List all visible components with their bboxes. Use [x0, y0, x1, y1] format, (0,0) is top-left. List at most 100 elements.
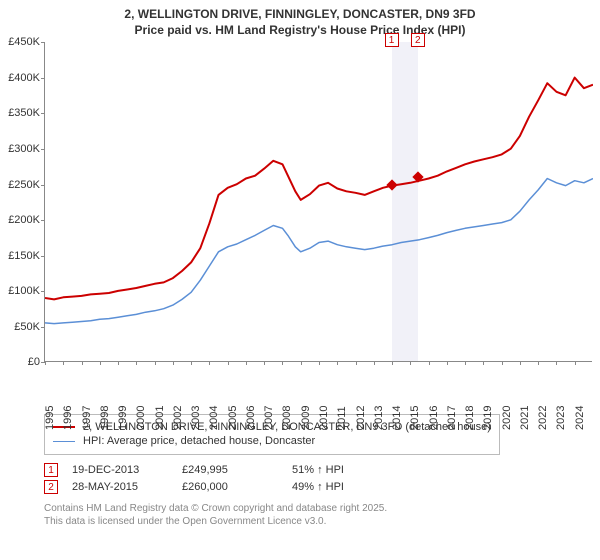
x-tick-mark [136, 361, 137, 365]
sales-table: 1 19-DEC-2013£249,99551% ↑ HPI 2 28-MAY-201… [44, 463, 600, 494]
x-tick-mark [155, 361, 156, 365]
sale-vs-hpi: 51% ↑ HPI [292, 464, 402, 476]
y-tick-label: £450K [8, 36, 40, 48]
x-tick-label: 2008 [281, 406, 293, 430]
title-line-2: Price paid vs. HM Land Registry's House … [0, 22, 600, 38]
x-tick-label: 1995 [44, 406, 56, 430]
x-tick-label: 1997 [81, 406, 93, 430]
y-tick-mark [41, 113, 45, 114]
x-tick-label: 2010 [318, 406, 330, 430]
x-tick-label: 2023 [555, 406, 567, 430]
x-tick-label: 1996 [62, 406, 74, 430]
x-tick-label: 2009 [300, 406, 312, 430]
sale-date: 28-MAY-2015 [72, 481, 182, 493]
x-tick-mark [100, 361, 101, 365]
x-tick-label: 2021 [519, 406, 531, 430]
x-tick-mark [319, 361, 320, 365]
y-tick-label: £50K [14, 321, 40, 333]
y-tick-mark [41, 327, 45, 328]
sale-marker-box: 1 [44, 463, 58, 477]
line-series-svg [45, 42, 593, 362]
x-tick-label: 2015 [409, 406, 421, 430]
series-property [45, 78, 593, 300]
attribution-line-2: This data is licensed under the Open Gov… [44, 515, 600, 528]
x-tick-label: 1998 [99, 406, 111, 430]
x-tick-label: 2001 [154, 406, 166, 430]
y-tick-label: £150K [8, 250, 40, 262]
y-axis-labels: £0£50K£100K£150K£200K£250K£300K£350K£400… [0, 42, 44, 362]
series-hpi [45, 179, 593, 324]
x-tick-mark [483, 361, 484, 365]
x-tick-label: 2012 [355, 406, 367, 430]
x-tick-label: 2007 [263, 406, 275, 430]
x-tick-mark [520, 361, 521, 365]
y-tick-mark [41, 149, 45, 150]
x-tick-mark [228, 361, 229, 365]
attribution: Contains HM Land Registry data © Crown c… [44, 502, 600, 528]
x-tick-mark [246, 361, 247, 365]
attribution-line-1: Contains HM Land Registry data © Crown c… [44, 502, 600, 515]
sale-marker-on-plot: 1 [385, 33, 399, 47]
x-tick-mark [82, 361, 83, 365]
x-tick-label: 2014 [391, 406, 403, 430]
x-tick-label: 2013 [373, 406, 385, 430]
x-tick-mark [209, 361, 210, 365]
sale-row: 1 19-DEC-2013£249,99551% ↑ HPI [44, 463, 600, 477]
sale-row: 2 28-MAY-2015£260,00049% ↑ HPI [44, 480, 600, 494]
x-tick-label: 2018 [464, 406, 476, 430]
x-tick-mark [118, 361, 119, 365]
x-tick-mark [502, 361, 503, 365]
y-tick-mark [41, 185, 45, 186]
sale-marker-on-plot: 2 [411, 33, 425, 47]
x-tick-label: 2004 [208, 406, 220, 430]
y-tick-label: £100K [8, 285, 40, 297]
x-tick-label: 2024 [574, 406, 586, 430]
y-tick-label: £200K [8, 214, 40, 226]
x-tick-label: 1999 [117, 406, 129, 430]
chart-area: £0 £50K £100K £150K £200K £250K £300K £350K £400… [0, 42, 600, 408]
x-tick-label: 2011 [336, 407, 348, 431]
x-tick-mark [301, 361, 302, 365]
x-tick-mark [392, 361, 393, 365]
x-tick-label: 2002 [172, 406, 184, 430]
x-tick-label: 2006 [245, 406, 257, 430]
title-line-1: 2, WELLINGTON DRIVE, FINNINGLEY, DONCAST… [0, 6, 600, 22]
x-tick-label: 2000 [135, 406, 147, 430]
x-tick-mark [356, 361, 357, 365]
y-tick-label: £400K [8, 72, 40, 84]
sale-vs-hpi: 49% ↑ HPI [292, 481, 402, 493]
y-tick-mark [41, 78, 45, 79]
x-tick-mark [63, 361, 64, 365]
x-tick-label: 2016 [428, 406, 440, 430]
sale-price: £260,000 [182, 481, 292, 493]
chart-title-block: 2, WELLINGTON DRIVE, FINNINGLEY, DONCAST… [0, 0, 600, 38]
x-tick-label: 2019 [482, 406, 494, 430]
x-tick-mark [410, 361, 411, 365]
y-tick-label: £0 [28, 356, 40, 368]
y-tick-mark [41, 220, 45, 221]
x-tick-label: 2017 [446, 406, 458, 430]
x-tick-mark [575, 361, 576, 365]
y-tick-mark [41, 256, 45, 257]
sale-date: 19-DEC-2013 [72, 464, 182, 476]
x-tick-mark [45, 361, 46, 365]
y-tick-mark [41, 291, 45, 292]
x-tick-label: 2020 [501, 406, 513, 430]
x-tick-label: 2005 [227, 406, 239, 430]
x-tick-mark [264, 361, 265, 365]
y-tick-label: £250K [8, 179, 40, 191]
y-tick-label: £300K [8, 143, 40, 155]
x-tick-mark [374, 361, 375, 365]
sale-price: £249,995 [182, 464, 292, 476]
x-axis-labels: 1995199619971998199920002001200220032004… [44, 410, 592, 450]
x-tick-mark [538, 361, 539, 365]
x-tick-mark [282, 361, 283, 365]
plot-region: 12 [44, 42, 592, 362]
x-tick-mark [556, 361, 557, 365]
x-tick-label: 2022 [537, 406, 549, 430]
y-tick-mark [41, 42, 45, 43]
x-tick-mark [191, 361, 192, 365]
x-tick-mark [465, 361, 466, 365]
sale-marker-box: 2 [44, 480, 58, 494]
y-tick-label: £350K [8, 107, 40, 119]
